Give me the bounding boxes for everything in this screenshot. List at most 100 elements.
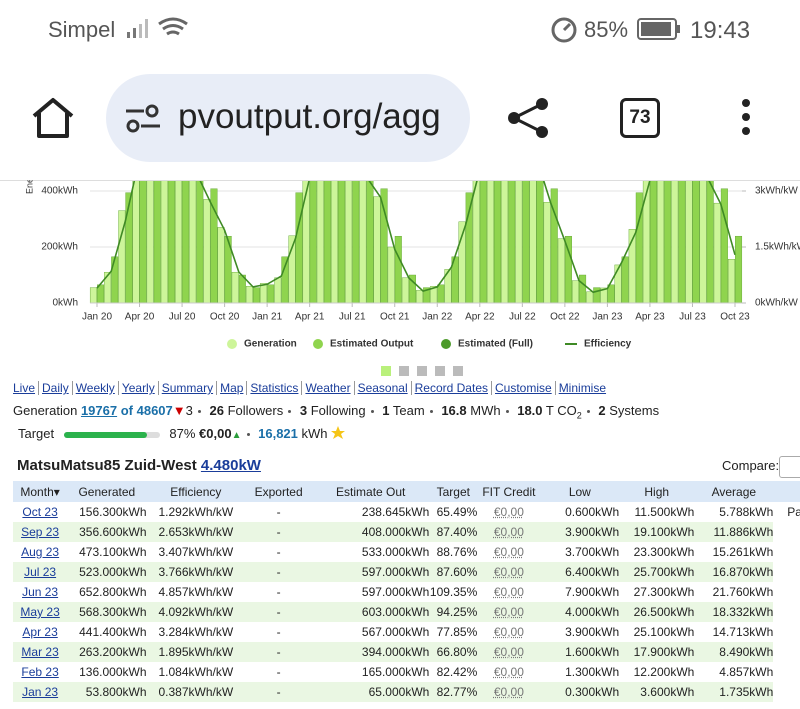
cell: 1.084kWh/kW [147, 662, 246, 682]
cell: 27.300kWh [619, 582, 694, 602]
month-link[interactable]: Apr 23 [13, 622, 67, 642]
column-header: Target [429, 481, 477, 502]
bar [296, 193, 303, 303]
bar [196, 180, 203, 303]
legend-label: Generation [244, 339, 297, 350]
x-tick-label: Apr 22 [465, 312, 495, 323]
team[interactable]: Team [393, 403, 425, 418]
nav-link[interactable]: Live [13, 381, 38, 395]
table-row: Sep 23 356.600kWh 2.653kWh/kW -408.000kWh 87… [13, 522, 800, 542]
cell: 8.490kWh [694, 642, 773, 662]
cell: 165.000kWh [312, 662, 429, 682]
column-header: FIT Credit [477, 481, 540, 502]
nav-link[interactable]: Daily [38, 381, 72, 395]
nav-link[interactable]: Minimise [555, 381, 609, 395]
compare-select[interactable] [779, 456, 800, 478]
nav-links: Live Daily Weekly Yearly Summary Map Statistic… [13, 381, 609, 395]
month-link[interactable]: Mar 23 [13, 642, 67, 662]
month-link[interactable]: Jun 23 [13, 582, 67, 602]
month-link[interactable]: May 23 [13, 602, 67, 622]
following-count: 3 [300, 403, 307, 418]
followers[interactable]: Followers [228, 403, 284, 418]
carrier: Simpel [48, 17, 115, 43]
cell: 263.200kWh [67, 642, 146, 662]
x-tick-label: Jul 20 [169, 312, 196, 323]
cell: 88.76% [429, 542, 477, 562]
month-link[interactable]: Oct 23 [13, 502, 67, 522]
cell: 4.000kWh [541, 602, 620, 622]
following[interactable]: Following [311, 403, 366, 418]
table-row: Feb 23 136.000kWh 1.084kWh/kW -165.000kWh 82… [13, 662, 800, 682]
followers-count: 26 [210, 403, 224, 418]
site-settings-icon[interactable] [124, 102, 164, 136]
month-link[interactable]: Feb 23 [13, 662, 67, 682]
bar [508, 180, 515, 303]
cell: 473.100kWh [67, 542, 146, 562]
cell: 14.713kWh [694, 622, 773, 642]
nav-link[interactable]: Statistics [246, 381, 301, 395]
month-link[interactable]: Aug 23 [13, 542, 67, 562]
nav-link[interactable]: Weather [301, 381, 353, 395]
y2-tick-label: 0kWh/kW [755, 298, 798, 309]
home-button[interactable] [30, 96, 76, 140]
cell: 394.000kWh [312, 642, 429, 662]
cell: 4.857kWh [694, 662, 773, 682]
bar [530, 180, 537, 303]
bar [402, 278, 409, 303]
menu-button[interactable] [738, 98, 754, 138]
column-header: Generated [67, 481, 146, 502]
cell: 66.80% [429, 642, 477, 662]
nav-link[interactable]: Summary [158, 381, 216, 395]
cell: €0,00 [477, 662, 540, 682]
cell: 652.800kWh [67, 582, 146, 602]
nav-link[interactable]: Map [216, 381, 246, 395]
column-header: Exported [245, 481, 312, 502]
bar [338, 180, 345, 303]
address-bar[interactable]: pvoutput.org/agg [106, 74, 470, 162]
x-tick-label: Apr 20 [125, 312, 155, 323]
cell: 25.100kWh [619, 622, 694, 642]
legend-label: Estimated (Full) [458, 339, 533, 350]
month-link[interactable]: Jul 23 [13, 562, 67, 582]
bar [310, 180, 317, 303]
bar [189, 180, 196, 303]
y-tick-label: 0kWh [52, 298, 78, 309]
column-header[interactable]: Month▾ [13, 481, 67, 502]
bar [693, 180, 700, 303]
nav-link[interactable]: Yearly [118, 381, 158, 395]
systems[interactable]: Systems [609, 403, 659, 418]
bar [537, 180, 544, 303]
bar [572, 281, 579, 303]
table-row: Mar 23 263.200kWh 1.895kWh/kW -394.000kWh 66… [13, 642, 800, 662]
nav-link[interactable]: Seasonal [354, 381, 411, 395]
system-size[interactable]: 4.480kW [201, 457, 261, 474]
month-link[interactable]: Jan 23 [13, 682, 67, 702]
url[interactable]: pvoutput.org/agg [178, 97, 441, 137]
cell: 0.600kWh [541, 502, 620, 522]
cell: 568.300kWh [67, 602, 146, 622]
nav-link[interactable]: Record Dates [411, 381, 491, 395]
clock: 19:43 [690, 17, 750, 45]
tab-count[interactable]: 73 [620, 98, 660, 138]
cell: 1.895kWh/kW [147, 642, 246, 662]
month-link[interactable]: Sep 23 [13, 522, 67, 542]
column-header: Estimate Out [312, 481, 429, 502]
bar [671, 180, 678, 303]
cell: - [245, 602, 312, 622]
nav-link[interactable]: Customise [491, 381, 555, 395]
share-button[interactable] [506, 96, 552, 140]
bar [707, 180, 714, 303]
bar [317, 180, 324, 303]
cell: Par [773, 502, 800, 522]
bar [494, 180, 501, 303]
speed-icon [550, 16, 580, 44]
bar [126, 193, 133, 303]
nav-link[interactable]: Weekly [72, 381, 118, 395]
team-count: 1 [382, 403, 389, 418]
table-row: Jun 23 652.800kWh 4.857kWh/kW -597.000kWh 10… [13, 582, 800, 602]
rank[interactable]: 19767 [81, 403, 117, 418]
cell: - [245, 562, 312, 582]
signal-icons [125, 16, 191, 42]
y-axis-title: Energy [24, 180, 34, 194]
